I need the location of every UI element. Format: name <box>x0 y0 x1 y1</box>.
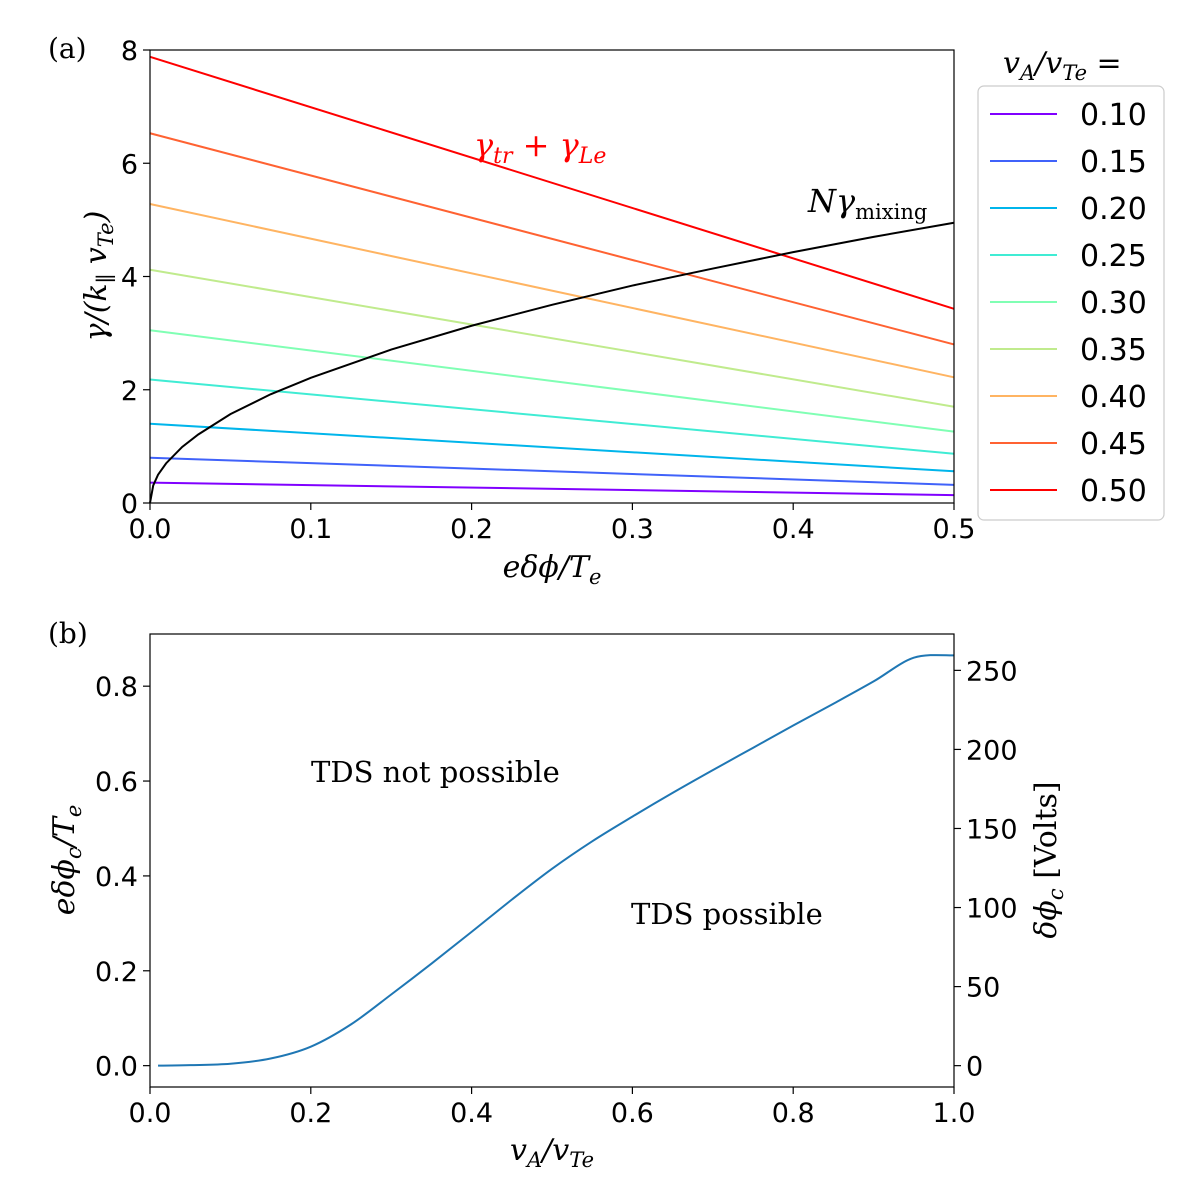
x-tick-label: 0.5 <box>933 514 976 545</box>
y-tick-label: 0.0 <box>95 1052 138 1083</box>
series-line-0.20 <box>149 422 955 473</box>
right-y-tick-label: 250 <box>966 656 1018 687</box>
legend-item-0.50: 0.50 <box>990 474 1147 509</box>
region-label-tds-not-possible: TDS not possible <box>311 755 560 789</box>
y-tick-label: 2 <box>121 376 138 407</box>
right-y-tick-label: 100 <box>966 894 1018 925</box>
panel-b-x-ticks: 0.0 0.2 0.4 0.6 0.8 1.0 <box>129 1087 976 1129</box>
x-tick-label: 0.4 <box>450 1098 493 1129</box>
legend-item-0.15: 0.15 <box>990 145 1147 180</box>
panel-b-x-label: vA/vTe <box>510 1133 594 1172</box>
panel-a: (a) 0.0 0.1 0.2 0.3 0.4 0.5 0 2 4 6 8 eδϕ/Te γ/(k… <box>48 32 1165 589</box>
panel-b-right-y-label: δϕc [Volts] <box>1029 781 1068 938</box>
right-y-tick-label: 50 <box>966 973 1000 1004</box>
legend-label: 0.25 <box>1080 239 1147 274</box>
series-line-0.10 <box>149 481 955 497</box>
y-tick-label: 4 <box>121 263 138 294</box>
legend-box <box>977 85 1165 521</box>
panel-a-label: (a) <box>48 32 87 65</box>
legend-label: 0.35 <box>1080 333 1147 368</box>
panel-b-label: (b) <box>48 617 88 650</box>
series-line-0.30 <box>149 329 955 433</box>
panel-a-x-label: eδϕ/Te <box>503 550 602 589</box>
legend-item-0.45: 0.45 <box>990 427 1147 462</box>
panel-b-frame <box>149 633 955 1088</box>
panel-a-x-ticks: 0.0 0.1 0.2 0.3 0.4 0.5 <box>129 503 976 545</box>
panel-a-mixing-curve <box>149 221 955 504</box>
annotation-n-gamma-mixing: Nγmixing <box>807 182 927 224</box>
series-line-0.15 <box>149 456 955 486</box>
panel-b: (b) 0.0 0.2 0.4 0.6 0.8 1.0 0.0 0.2 0.4 0.6 0.8 0… <box>47 617 1068 1172</box>
series-line-0.40 <box>149 203 955 379</box>
x-tick-label: 0.2 <box>450 514 493 545</box>
legend-item-0.30: 0.30 <box>990 286 1147 321</box>
y-tick-label: 0.2 <box>95 957 138 988</box>
panel-b-right-y-ticks: 0 50 100 150 200 250 <box>954 656 1018 1083</box>
region-label-tds-possible: TDS possible <box>631 897 823 931</box>
x-tick-label: 0.4 <box>772 514 815 545</box>
legend-title: vA/vTe = <box>1003 46 1122 85</box>
mixing-curve-line <box>149 221 955 504</box>
x-tick-label: 0.6 <box>611 1098 654 1129</box>
legend-label: 0.30 <box>1080 286 1147 321</box>
y-tick-label: 0 <box>121 489 138 520</box>
right-y-tick-label: 0 <box>966 1052 983 1083</box>
legend-label: 0.45 <box>1080 427 1147 462</box>
panel-b-y-ticks: 0.0 0.2 0.4 0.6 0.8 <box>95 672 150 1083</box>
panel-a-frame <box>149 49 955 504</box>
right-y-tick-label: 200 <box>966 735 1018 766</box>
legend-label: 0.10 <box>1080 98 1147 133</box>
legend-item-0.40: 0.40 <box>990 380 1147 415</box>
x-tick-label: 0.1 <box>289 514 332 545</box>
series-line-0.35 <box>149 268 955 408</box>
x-tick-label: 0.3 <box>611 514 654 545</box>
y-tick-label: 8 <box>121 36 138 67</box>
legend-item-0.10: 0.10 <box>990 98 1147 133</box>
series-line-0.45 <box>149 132 955 346</box>
panel-b-series <box>158 654 955 1067</box>
legend-item-0.20: 0.20 <box>990 192 1147 227</box>
legend-item-0.25: 0.25 <box>990 239 1147 274</box>
y-tick-label: 0.4 <box>95 862 138 893</box>
y-tick-label: 0.6 <box>95 767 138 798</box>
threshold-curve-line <box>158 654 955 1067</box>
x-tick-label: 0.0 <box>129 1098 172 1129</box>
series-line-0.50 <box>149 55 955 310</box>
annotation-gamma-tr-plus-gamma-le: γtr + γLe <box>474 126 606 169</box>
x-tick-label: 0.8 <box>772 1098 815 1129</box>
panel-a-y-ticks: 0 2 4 6 8 <box>121 36 150 520</box>
series-line-0.25 <box>149 378 955 455</box>
x-tick-label: 1.0 <box>933 1098 976 1129</box>
legend-label: 0.15 <box>1080 145 1147 180</box>
legend-label: 0.40 <box>1080 380 1147 415</box>
panel-a-series <box>149 55 955 497</box>
panel-a-y-label: γ/(k∥ vTe) <box>79 211 118 342</box>
legend-entries: 0.10 0.15 0.20 0.25 0.30 0.35 0.40 0.45 0.50 <box>990 98 1147 509</box>
x-tick-label: 0.0 <box>129 514 172 545</box>
right-y-tick-label: 150 <box>966 814 1018 845</box>
panel-b-y-label: eδϕc/Te <box>47 805 86 916</box>
y-tick-label: 0.8 <box>95 672 138 703</box>
legend-item-0.35: 0.35 <box>990 333 1147 368</box>
legend-label: 0.50 <box>1080 474 1147 509</box>
y-tick-label: 6 <box>121 149 138 180</box>
legend-label: 0.20 <box>1080 192 1147 227</box>
x-tick-label: 0.2 <box>289 1098 332 1129</box>
